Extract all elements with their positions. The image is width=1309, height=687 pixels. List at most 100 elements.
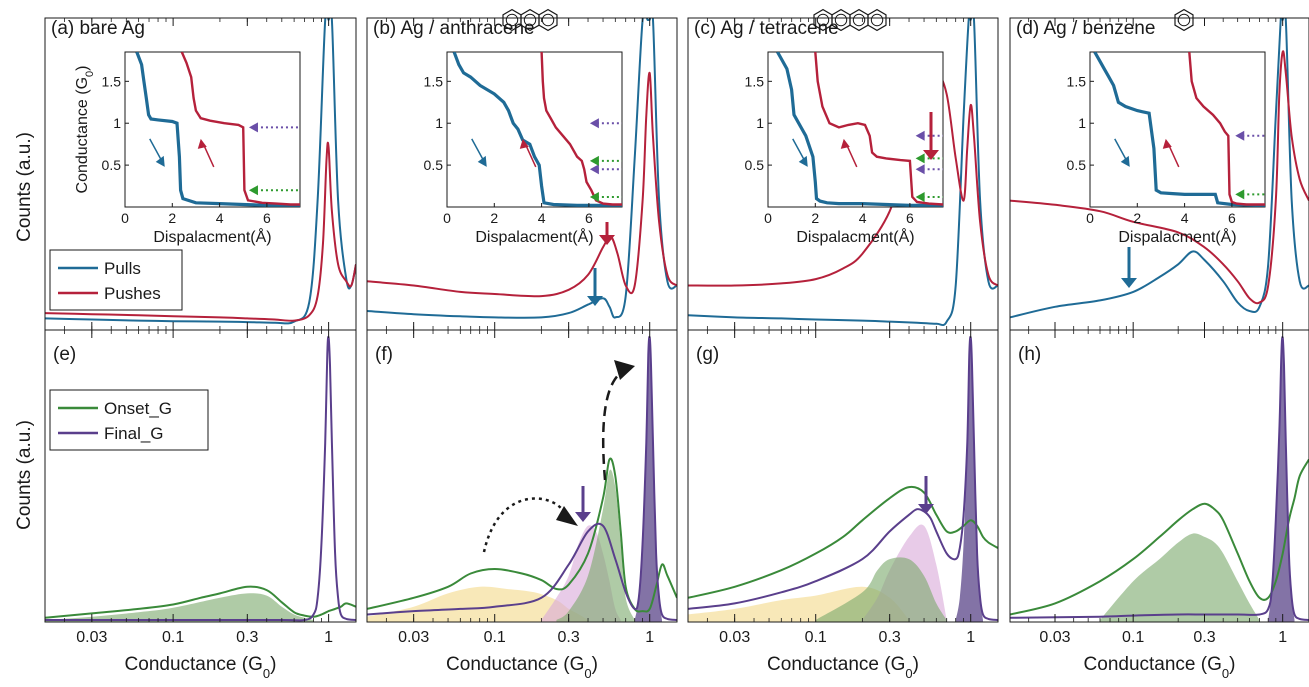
inset-x-tick-label-c: 4 <box>859 210 867 226</box>
x-tick-label-f: 0.3 <box>558 629 580 646</box>
inset-a: 0 2 4 6 0.5 1 1.5 Dispalacment(Å) Conductance (G… <box>74 51 301 246</box>
panel-frame-e <box>44 329 357 623</box>
series-onset_g-f <box>367 457 677 613</box>
inset-y-tick-label-c: 1.5 <box>745 73 765 89</box>
series-onset_g-g <box>688 485 998 599</box>
inset-purple-arrowhead-c <box>915 164 925 175</box>
x-tick-label-e: 0.3 <box>236 629 258 646</box>
plot-area-b <box>367 18 677 319</box>
x-tick-label-e: 0.1 <box>162 629 184 646</box>
anthracene-icon <box>538 8 558 32</box>
inset-push-trace-c <box>814 52 943 206</box>
inset-c: 0 2 4 6 0.5 1 1.5 Dispalacment(Å) <box>745 51 944 246</box>
x-tick-label-f: 0.1 <box>484 629 506 646</box>
legend-pulls-label: Pulls <box>104 259 141 278</box>
inset-purple-arrowhead-b <box>589 118 599 129</box>
inset-y-tick-label-c: 0.5 <box>745 157 765 173</box>
inset-y-tick-label-b: 1.5 <box>424 73 444 89</box>
inset-x-label-b: Dispalacment(Å) <box>475 227 593 246</box>
fill-yellow_fill-f <box>367 586 588 622</box>
inset-x-label-a: Dispalacment(Å) <box>153 227 271 246</box>
inset-green-arrowhead-c <box>915 191 925 202</box>
series-pulls-c <box>688 18 998 327</box>
legend-top-box <box>49 249 183 311</box>
inset-push-arrow-c <box>846 144 858 168</box>
inset-pull-arrowhead-a <box>155 155 165 167</box>
inset-push-arrowhead-b <box>519 138 529 149</box>
inset-pull-arrowhead-b <box>477 155 487 167</box>
panel-title-f: (f) <box>375 344 393 365</box>
series-final_g-g <box>688 335 998 621</box>
benzene-icon-inner <box>1177 13 1191 27</box>
inset-y-tick-label-c: 1 <box>756 115 764 131</box>
inset-x-tick-label-d: 4 <box>1181 210 1189 226</box>
series-pushes-d <box>1010 50 1309 305</box>
onset-transfer-arrow-f <box>482 497 567 553</box>
annotation-arrows <box>482 112 1137 553</box>
pull-peak-arrow-d-head <box>1121 278 1137 288</box>
inset-purple-arrowhead-d <box>1235 130 1245 141</box>
inset-y-tick-label-a: 0.5 <box>102 157 122 173</box>
panel-c: (c) Ag / tetracene 0 2 4 6 0.5 1 1.5 Dispalacmen… <box>687 17 999 331</box>
x-axis-label-g: Conductance (G0) <box>767 654 919 681</box>
tetracene-icon-inner <box>834 13 848 27</box>
series-pulls-b <box>367 18 677 319</box>
inset-x-tick-label-c: 0 <box>764 210 772 226</box>
legend-bottom: Onset_G Final_G <box>49 389 209 451</box>
inset-push-arrowhead-d <box>1162 138 1172 149</box>
y-label-bottom: Counts (a.u.) <box>14 420 35 530</box>
inset-frame-a <box>124 51 301 208</box>
plot-area-d <box>1010 18 1309 319</box>
push-peak-arrow-c-head <box>923 150 939 160</box>
inset-plot-d <box>1093 52 1265 207</box>
panel-g: 0.03 0.1 0.3 1 (g) Conductance (G0) <box>687 329 999 681</box>
final-transfer-arrow-f <box>601 368 626 481</box>
panel-title-g: (g) <box>696 344 719 365</box>
plot-area-a <box>45 18 356 325</box>
panel-title-c: (c) Ag / tetracene <box>694 18 839 39</box>
panel-title-h: (h) <box>1018 344 1041 365</box>
inset-frame-d <box>1089 51 1266 208</box>
x-tick-label-g: 1 <box>966 629 975 646</box>
inset-d: 0 2 4 6 0.5 1 1.5 Dispalacment(Å) <box>1067 51 1266 246</box>
inset-x-label-d: Dispalacment(Å) <box>1118 227 1236 246</box>
inset-pull-arrowhead-d <box>1120 155 1130 167</box>
inset-green-arrowhead-a <box>248 185 258 196</box>
fill-onset_fill-g <box>815 557 947 622</box>
inset-pull-trace-a <box>135 52 300 207</box>
inset-pull-trace-c <box>776 52 943 207</box>
inset-y-tick-label-d: 1.5 <box>1067 73 1087 89</box>
series-final_g-f <box>367 335 677 621</box>
x-tick-label-h: 0.1 <box>1122 629 1144 646</box>
series-pushes-b <box>367 72 677 298</box>
panel-e: 0.03 0.1 0.3 1 (e) Conductance (G0) <box>44 329 357 681</box>
tetracene-icon <box>867 8 887 32</box>
legend-onset-label: Onset_G <box>104 399 172 418</box>
x-tick-label-e: 0.03 <box>76 629 107 646</box>
pull-peak-arrow-b-head <box>587 296 603 306</box>
tetracene-icon <box>849 8 869 32</box>
onset-transfer-arrowhead-f <box>556 506 578 526</box>
inset-x-tick-label-a: 6 <box>263 210 271 226</box>
inset-push-trace-d <box>1188 52 1265 206</box>
plot-area-h <box>1010 336 1309 622</box>
inset-push-arrowhead-a <box>197 138 207 149</box>
series-pulls-a <box>45 18 356 325</box>
inset-plot-a <box>135 52 300 207</box>
inset-frame-b <box>446 51 623 208</box>
inset-push-arrow-d <box>1168 144 1180 168</box>
tetracene-icon-inner <box>816 13 830 27</box>
inset-y-tick-label-a: 1 <box>113 115 121 131</box>
inset-pull-arrow-c <box>792 138 806 162</box>
legend-pushes-label: Pushes <box>104 284 161 303</box>
inset-pull-arrow-b <box>471 138 485 162</box>
series-final_g-e <box>45 335 356 622</box>
inset-y-tick-label-d: 1 <box>1078 115 1086 131</box>
panel-title-a: (a) bare Ag <box>51 18 145 39</box>
panel-title-b: (b) Ag / anthracene <box>373 18 535 39</box>
panel-d: (d) Ag / benzene 0 2 4 6 0.5 1 1.5 Dispalacment(… <box>1009 17 1309 331</box>
inset-green-arrowhead-b <box>589 191 599 202</box>
plot-area-g <box>688 335 998 622</box>
panel-frame-f <box>366 329 678 623</box>
